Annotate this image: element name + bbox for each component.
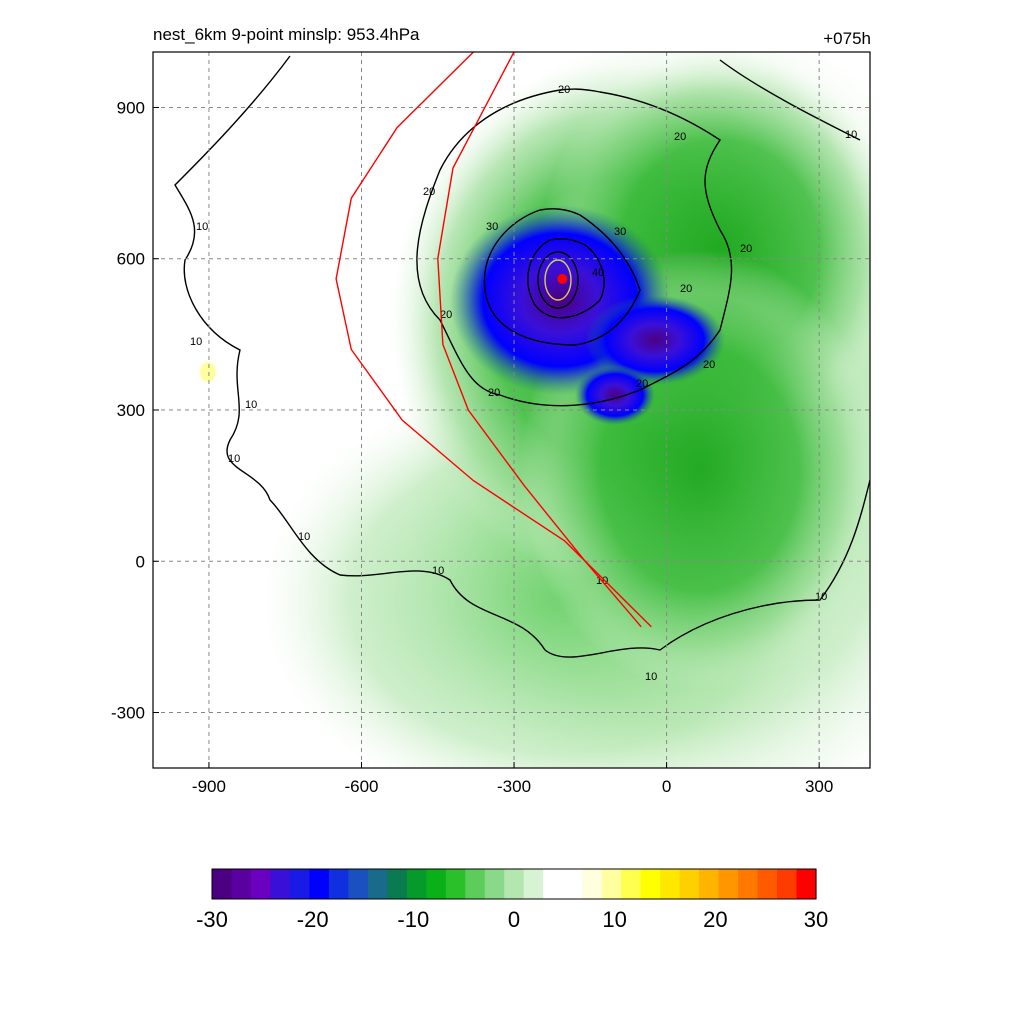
colorbar-tick-labels: -30 -20 -10 0 10 20 30	[196, 907, 828, 932]
contour-lines	[174, 55, 870, 658]
contour-label: 10	[228, 453, 240, 465]
y-tick-label: 0	[136, 552, 145, 571]
colorbar-cell	[367, 869, 388, 899]
colorbar-cell	[387, 869, 408, 899]
colorbar-cell	[484, 869, 505, 899]
contour-label: 20	[440, 309, 452, 321]
storm-center-group	[557, 273, 568, 284]
colorbar-cell	[777, 869, 798, 899]
colorbar-tick-label: 20	[703, 907, 727, 932]
colorbar-cell	[582, 869, 603, 899]
track-line	[437, 52, 642, 628]
contour-label: 10	[298, 531, 310, 543]
contour-label: 20	[636, 378, 648, 390]
colorbar-cell	[231, 869, 252, 899]
x-tick-label: 0	[662, 777, 671, 796]
contour-label: 20	[488, 387, 500, 399]
colorbar-cell	[679, 869, 700, 899]
colorbar-cell	[426, 869, 447, 899]
storm-center-marker	[557, 273, 568, 284]
colorbar-cell	[465, 869, 486, 899]
colorbar-cell	[445, 869, 466, 899]
x-tick-label: -300	[497, 777, 531, 796]
colorbar-tick-label: -20	[297, 907, 329, 932]
contour-label: 20	[423, 186, 435, 198]
colorbar-cell	[523, 869, 544, 899]
x-axis: -900 -600 -300 0 300	[192, 762, 833, 796]
colorbar-cell	[270, 869, 291, 899]
contour-label: 10	[245, 399, 257, 411]
contour-label: 20	[703, 359, 715, 371]
colorbar-cell	[562, 869, 583, 899]
track-line	[335, 52, 652, 628]
colorbar-cell	[796, 869, 817, 899]
contour-label: 30	[614, 226, 626, 238]
contour-label: 20	[740, 243, 752, 255]
colorbar-tick-label: 0	[508, 907, 520, 932]
colorbar-frame	[211, 868, 817, 900]
colorbar-tick-label: -30	[196, 907, 228, 932]
contour-label-group: 20 20 20 20 20 20 20 20 20 30 30 40 10 1…	[190, 84, 857, 683]
colorbar-cell	[348, 869, 369, 899]
storm-tracks	[335, 52, 652, 628]
contour-label: 10	[845, 129, 857, 141]
colorbar-tick-label: 10	[602, 907, 626, 932]
contour-label: 30	[486, 221, 498, 233]
y-tick-label: 300	[117, 401, 145, 420]
colorbar-cell	[660, 869, 681, 899]
colorbar-cell	[738, 869, 759, 899]
contour-label: 10	[645, 671, 657, 683]
x-tick-label: 300	[805, 777, 833, 796]
colorbar-cell	[699, 869, 720, 899]
contour-label: 10	[815, 591, 827, 603]
colorbar-cell	[406, 869, 427, 899]
contour-label: 20	[674, 131, 686, 143]
colorbar-cell	[504, 869, 525, 899]
y-axis: 900 600 300 0 -300	[111, 98, 159, 723]
colorbar	[211, 868, 817, 900]
contour-label: 40	[592, 267, 604, 279]
contour-label: 20	[558, 84, 570, 96]
colorbar-cell	[250, 869, 272, 899]
colorbar-cell	[718, 869, 739, 899]
contour-label: 10	[432, 565, 444, 577]
forecast-hour-label: +075h	[823, 29, 871, 48]
colorbar-tick-label: -10	[397, 907, 429, 932]
colorbar-cell	[621, 869, 642, 899]
contour-label: 10	[196, 221, 208, 233]
colorbar-tick-label: 30	[804, 907, 828, 932]
colorbar-cell	[289, 869, 311, 899]
y-tick-label: 900	[117, 98, 145, 117]
colorbar-cell	[543, 869, 564, 899]
chart-title: nest_6km 9-point minslp: 953.4hPa	[153, 25, 420, 44]
colorbar-cell	[601, 869, 622, 899]
colorbar-cell	[757, 869, 778, 899]
y-tick-label: -300	[111, 704, 145, 723]
contour-label: 20	[680, 283, 692, 295]
x-tick-label: -600	[344, 777, 378, 796]
colorbar-cell	[328, 869, 349, 899]
colorbar-cell	[309, 869, 330, 899]
x-tick-label: -900	[192, 777, 226, 796]
y-tick-label: 600	[117, 250, 145, 269]
colorbar-cell	[212, 869, 233, 899]
colorbar-cell	[640, 869, 661, 899]
contour-label: 10	[190, 336, 202, 348]
